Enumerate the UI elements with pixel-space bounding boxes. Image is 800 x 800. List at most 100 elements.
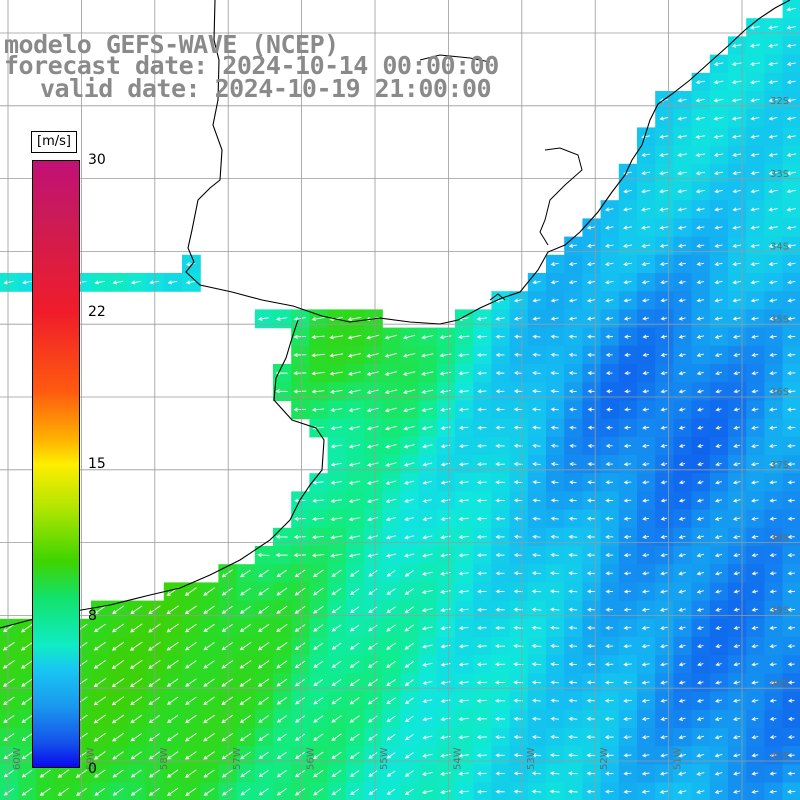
wind-arrow <box>623 280 632 285</box>
wind-arrow <box>386 570 396 577</box>
wind-arrow <box>787 771 796 776</box>
wind-arrow <box>606 407 613 412</box>
wind-arrow <box>569 462 577 467</box>
wind-arrow <box>714 261 723 267</box>
wind-arrow <box>130 787 142 796</box>
wind-arrow <box>623 644 632 649</box>
title-model: modelo GEFS-WAVE (NCEP) <box>4 30 339 59</box>
wind-arrow <box>495 789 505 794</box>
wind-arrow <box>733 644 740 649</box>
wind-arrow <box>660 371 668 376</box>
wind-arrow <box>495 771 505 776</box>
wind-arrow <box>402 389 416 395</box>
wind-arrow <box>129 641 143 651</box>
wind-arrow <box>768 225 778 230</box>
wind-arrow <box>421 426 433 431</box>
wind-arrow <box>20 641 34 651</box>
wind-arrow <box>312 498 324 503</box>
wind-arrow <box>677 116 687 121</box>
wind-arrow <box>476 316 488 321</box>
wind-arrow <box>367 553 378 558</box>
wind-arrow <box>384 334 398 340</box>
wind-arrow <box>276 605 288 614</box>
wind-arrow <box>368 606 378 614</box>
wind-arrow <box>349 715 360 723</box>
wind-arrow <box>605 316 614 321</box>
wind-arrow <box>731 116 742 121</box>
wind-arrow <box>348 498 361 504</box>
wind-arrow <box>495 462 505 467</box>
wind-arrow <box>714 753 723 758</box>
wind-arrow <box>750 280 760 285</box>
wind-arrow <box>185 787 197 796</box>
wind-arrow <box>623 189 632 194</box>
wind-arrow <box>769 680 777 685</box>
wind-arrow <box>749 61 760 67</box>
wind-arrow <box>258 605 270 614</box>
wind-arrow <box>642 480 650 485</box>
wind-arrow <box>550 498 559 503</box>
wind-arrow <box>495 553 505 558</box>
latitude-label: 37S <box>770 460 789 471</box>
wind-arrow <box>111 714 125 724</box>
longitude-label: 56W <box>306 747 317 770</box>
latitude-label: 36S <box>770 387 789 398</box>
wind-arrow <box>295 715 306 723</box>
wind-arrow <box>129 678 143 688</box>
wind-arrow <box>311 334 325 340</box>
wind-arrow <box>733 753 741 758</box>
wind-arrow <box>313 660 324 668</box>
wind-arrow <box>642 516 650 521</box>
wind-arrow <box>421 608 433 613</box>
wind-arrow <box>787 589 796 594</box>
wind-arrow <box>477 389 487 394</box>
wind-arrow <box>386 588 396 595</box>
wind-arrow <box>751 534 759 539</box>
wind-arrow <box>714 535 723 540</box>
wind-arrow <box>550 680 559 685</box>
wind-arrow <box>439 389 452 394</box>
wind-arrow <box>422 771 433 776</box>
wind-arrow <box>678 371 686 376</box>
wind-arrow <box>166 641 179 651</box>
wind-arrow <box>715 443 722 448</box>
wind-arrow <box>3 788 14 796</box>
wind-arrow <box>531 589 542 594</box>
wind-arrow <box>641 607 650 612</box>
latitude-label: 34S <box>770 242 789 253</box>
wind-arrow <box>641 771 650 776</box>
wind-arrow <box>713 61 724 66</box>
wind-arrow <box>787 407 796 412</box>
wind-arrow <box>786 207 797 212</box>
wind-arrow <box>732 516 741 521</box>
wind-arrow <box>532 516 541 521</box>
wind-arrow <box>477 589 487 594</box>
wind-arrow <box>258 733 269 741</box>
wind-arrow <box>239 696 252 705</box>
wind-arrow <box>347 334 362 340</box>
wind-arrow <box>695 189 705 194</box>
wind-arrow <box>750 462 759 467</box>
wind-arrow <box>714 516 723 521</box>
wind-arrow <box>623 625 632 631</box>
wind-arrow <box>604 680 614 685</box>
wind-arrow <box>532 443 541 448</box>
wind-arrow <box>221 587 233 596</box>
wind-arrow <box>385 517 397 522</box>
wind-arrow <box>330 480 342 485</box>
wind-arrow <box>696 771 705 776</box>
wind-arrow <box>458 498 469 503</box>
wind-arrow <box>624 371 631 376</box>
wind-arrow <box>349 569 360 577</box>
wind-arrow <box>714 298 723 303</box>
wind-arrow <box>477 425 487 430</box>
wind-arrow <box>623 662 632 667</box>
wind-arrow <box>294 605 306 614</box>
wind-arrow <box>258 587 270 596</box>
wind-arrow <box>276 623 288 633</box>
wind-arrow <box>731 43 742 48</box>
wind-arrow <box>787 644 795 649</box>
wind-arrow <box>311 535 325 540</box>
wind-arrow <box>586 225 596 230</box>
